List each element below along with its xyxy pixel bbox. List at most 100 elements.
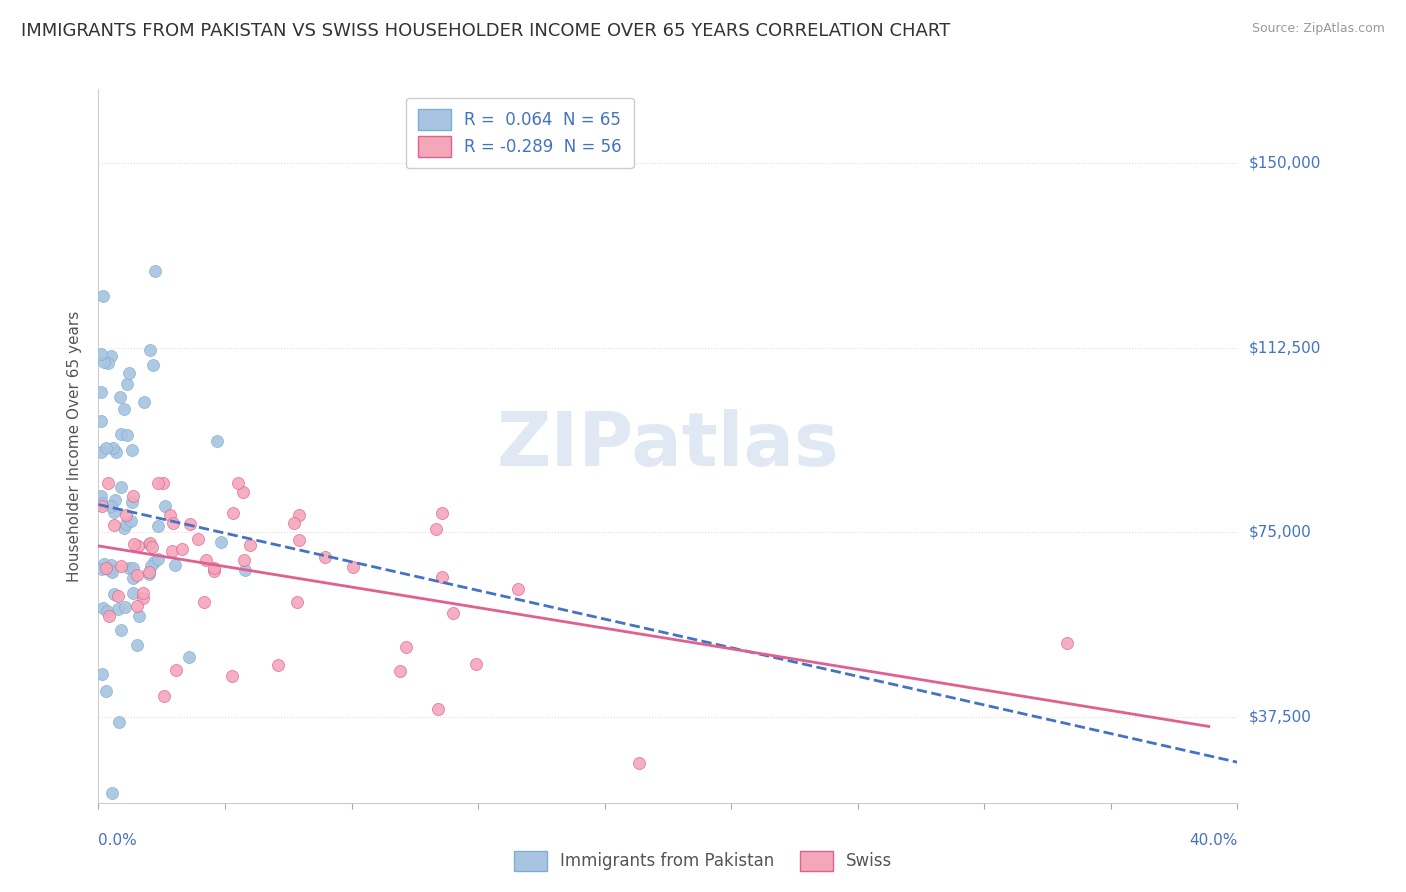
- Text: $150,000: $150,000: [1249, 155, 1320, 170]
- Point: [107, 589, 129, 603]
- Point: [430, 507, 453, 521]
- Point: [122, 586, 145, 600]
- Point: [112, 521, 135, 535]
- Point: [153, 690, 176, 704]
- Point: [508, 582, 530, 596]
- Point: [145, 264, 167, 278]
- Point: [100, 558, 122, 572]
- Point: [226, 475, 249, 490]
- Point: [121, 489, 143, 503]
- Text: $37,500: $37,500: [1249, 709, 1312, 724]
- Point: [159, 508, 181, 523]
- Point: [139, 535, 162, 549]
- Point: [121, 495, 143, 509]
- Point: [93, 354, 115, 368]
- Point: [193, 594, 215, 608]
- Point: [288, 533, 311, 548]
- Text: 0.0%: 0.0%: [98, 833, 138, 848]
- Point: [118, 367, 141, 381]
- Point: [110, 623, 132, 637]
- Point: [163, 558, 186, 572]
- Point: [110, 426, 132, 441]
- Point: [118, 561, 141, 575]
- Point: [127, 599, 149, 614]
- Point: [1056, 636, 1078, 650]
- Point: [110, 480, 132, 494]
- Point: [122, 571, 145, 585]
- Point: [107, 602, 129, 616]
- Point: [104, 493, 127, 508]
- Point: [90, 347, 112, 361]
- Point: [141, 358, 163, 372]
- Point: [97, 608, 120, 623]
- Point: [148, 552, 170, 566]
- Point: [115, 377, 138, 392]
- Point: [94, 442, 117, 456]
- Point: [90, 414, 112, 428]
- Point: [209, 534, 232, 549]
- Point: [165, 663, 187, 677]
- Point: [205, 434, 228, 448]
- Point: [127, 539, 149, 553]
- Point: [138, 537, 160, 551]
- Point: [204, 561, 226, 575]
- Point: [266, 657, 288, 672]
- Point: [104, 444, 127, 458]
- Point: [94, 683, 117, 698]
- Point: [138, 566, 160, 580]
- Point: [90, 489, 112, 503]
- Point: [103, 505, 125, 519]
- Legend: Immigrants from Pakistan, Swiss: Immigrants from Pakistan, Swiss: [505, 842, 901, 880]
- Point: [283, 516, 305, 530]
- Point: [138, 566, 160, 581]
- Point: [342, 559, 364, 574]
- Point: [288, 508, 311, 522]
- Legend: R =  0.064  N = 65, R = -0.289  N = 56: R = 0.064 N = 65, R = -0.289 N = 56: [406, 97, 634, 169]
- Point: [314, 549, 336, 564]
- Text: ZIPatlas: ZIPatlas: [496, 409, 839, 483]
- Y-axis label: Householder Income Over 65 years: Householder Income Over 65 years: [67, 310, 83, 582]
- Point: [100, 786, 122, 800]
- Point: [100, 499, 122, 513]
- Text: $75,000: $75,000: [1249, 524, 1312, 540]
- Point: [143, 555, 166, 569]
- Text: 40.0%: 40.0%: [1189, 833, 1237, 848]
- Point: [239, 538, 262, 552]
- Point: [97, 475, 120, 490]
- Point: [177, 650, 200, 665]
- Point: [202, 564, 225, 578]
- Point: [138, 343, 160, 357]
- Point: [122, 561, 145, 575]
- Point: [221, 669, 243, 683]
- Point: [96, 561, 118, 575]
- Point: [162, 516, 184, 530]
- Point: [108, 714, 131, 729]
- Point: [115, 517, 138, 532]
- Point: [93, 557, 115, 571]
- Point: [112, 402, 135, 417]
- Point: [125, 567, 148, 582]
- Point: [132, 585, 155, 599]
- Point: [427, 702, 450, 716]
- Point: [464, 657, 486, 672]
- Text: $112,500: $112,500: [1249, 340, 1320, 355]
- Point: [115, 428, 138, 442]
- Point: [110, 559, 132, 574]
- Text: IMMIGRANTS FROM PAKISTAN VS SWISS HOUSEHOLDER INCOME OVER 65 YEARS CORRELATION C: IMMIGRANTS FROM PAKISTAN VS SWISS HOUSEH…: [21, 22, 950, 40]
- Point: [155, 499, 177, 513]
- Point: [97, 356, 120, 370]
- Point: [222, 506, 245, 520]
- Point: [91, 562, 114, 576]
- Point: [114, 600, 136, 615]
- Point: [90, 666, 112, 681]
- Point: [98, 563, 121, 577]
- Point: [101, 441, 124, 455]
- Point: [100, 566, 122, 580]
- Point: [146, 519, 169, 533]
- Point: [125, 638, 148, 652]
- Point: [139, 558, 162, 573]
- Point: [425, 522, 447, 536]
- Point: [96, 604, 118, 618]
- Point: [120, 514, 142, 528]
- Point: [108, 390, 131, 404]
